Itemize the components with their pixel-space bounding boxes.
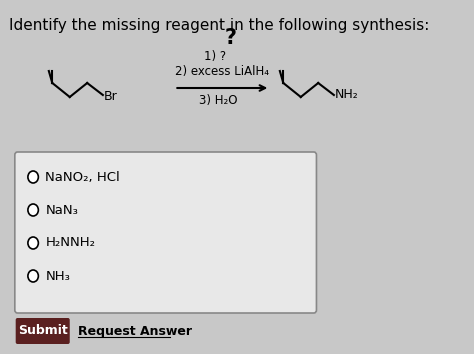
Text: H₂NNH₂: H₂NNH₂ [46, 236, 95, 250]
FancyBboxPatch shape [16, 318, 70, 344]
Circle shape [28, 171, 38, 183]
Text: NaNO₂, HCl: NaNO₂, HCl [46, 171, 120, 183]
Text: Request Answer: Request Answer [79, 325, 192, 337]
Text: ?: ? [225, 28, 237, 48]
Circle shape [28, 270, 38, 282]
Text: Identify the missing reagent in the following synthesis:: Identify the missing reagent in the foll… [9, 18, 429, 33]
Text: NaN₃: NaN₃ [46, 204, 78, 217]
Text: 1) ?: 1) ? [204, 50, 227, 63]
Circle shape [28, 204, 38, 216]
Text: NH₃: NH₃ [46, 269, 70, 282]
Text: Br: Br [104, 91, 118, 103]
Text: Submit: Submit [18, 325, 68, 337]
Text: 3) H₂O: 3) H₂O [199, 94, 237, 107]
Circle shape [28, 237, 38, 249]
Text: 2) excess LiAlH₄: 2) excess LiAlH₄ [175, 65, 269, 78]
FancyBboxPatch shape [15, 152, 317, 313]
Text: NH₂: NH₂ [335, 88, 358, 102]
